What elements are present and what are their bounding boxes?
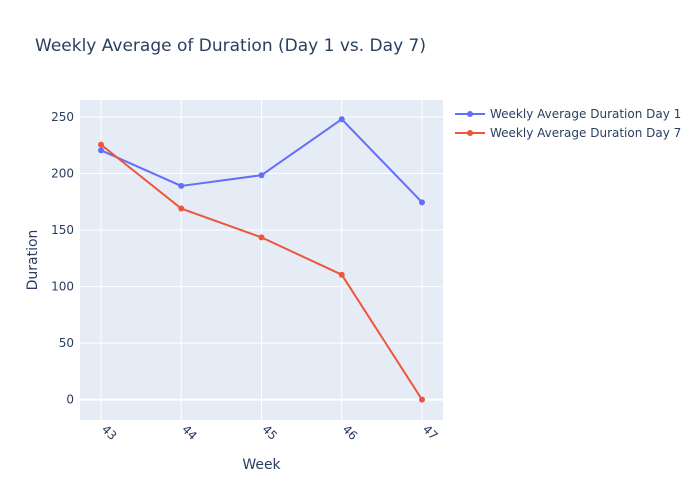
data-point[interactable]	[98, 141, 104, 148]
x-tick-label: 45	[259, 422, 280, 443]
series-2	[98, 141, 425, 403]
data-point[interactable]	[419, 396, 425, 403]
y-tick-label: 250	[51, 110, 74, 124]
data-point[interactable]	[338, 116, 345, 123]
data-point[interactable]	[338, 271, 345, 278]
y-axis-title: Duration	[25, 230, 41, 291]
y-axis-ticks: 0 50 100 150 200 250	[51, 110, 74, 407]
data-point[interactable]	[98, 147, 104, 154]
x-tick-label: 46	[340, 422, 361, 443]
data-point[interactable]	[419, 199, 425, 206]
x-gridlines	[100, 100, 423, 420]
chart-title: Weekly Average of Duration (Day 1 vs. Da…	[35, 36, 426, 56]
data-point[interactable]	[258, 234, 265, 241]
y-tick-label: 100	[51, 280, 74, 294]
x-axis-title: Week	[242, 457, 281, 473]
legend-label: Weekly Average Duration Day 7	[490, 126, 681, 140]
y-tick-label: 150	[51, 223, 74, 237]
data-point[interactable]	[178, 182, 185, 189]
data-point[interactable]	[258, 172, 265, 179]
legend[interactable]: Weekly Average Duration Day 1 Weekly Aver…	[455, 107, 681, 140]
x-tick-label: 43	[99, 422, 120, 443]
series-layer	[98, 116, 425, 403]
legend-item[interactable]: Weekly Average Duration Day 7	[455, 126, 681, 140]
legend-marker	[467, 130, 473, 136]
y-tick-label: 200	[51, 166, 74, 180]
series-1	[98, 116, 425, 206]
x-tick-label: 47	[420, 422, 441, 443]
x-tick-label: 44	[179, 422, 200, 443]
x-axis-ticks: 43 44 45 46 47	[99, 422, 441, 443]
y-tick-label: 0	[66, 393, 74, 407]
legend-item[interactable]: Weekly Average Duration Day 1	[455, 107, 681, 121]
data-point[interactable]	[178, 205, 185, 212]
y-tick-label: 50	[59, 336, 74, 350]
legend-label: Weekly Average Duration Day 1	[490, 107, 681, 121]
legend-marker	[467, 111, 473, 117]
